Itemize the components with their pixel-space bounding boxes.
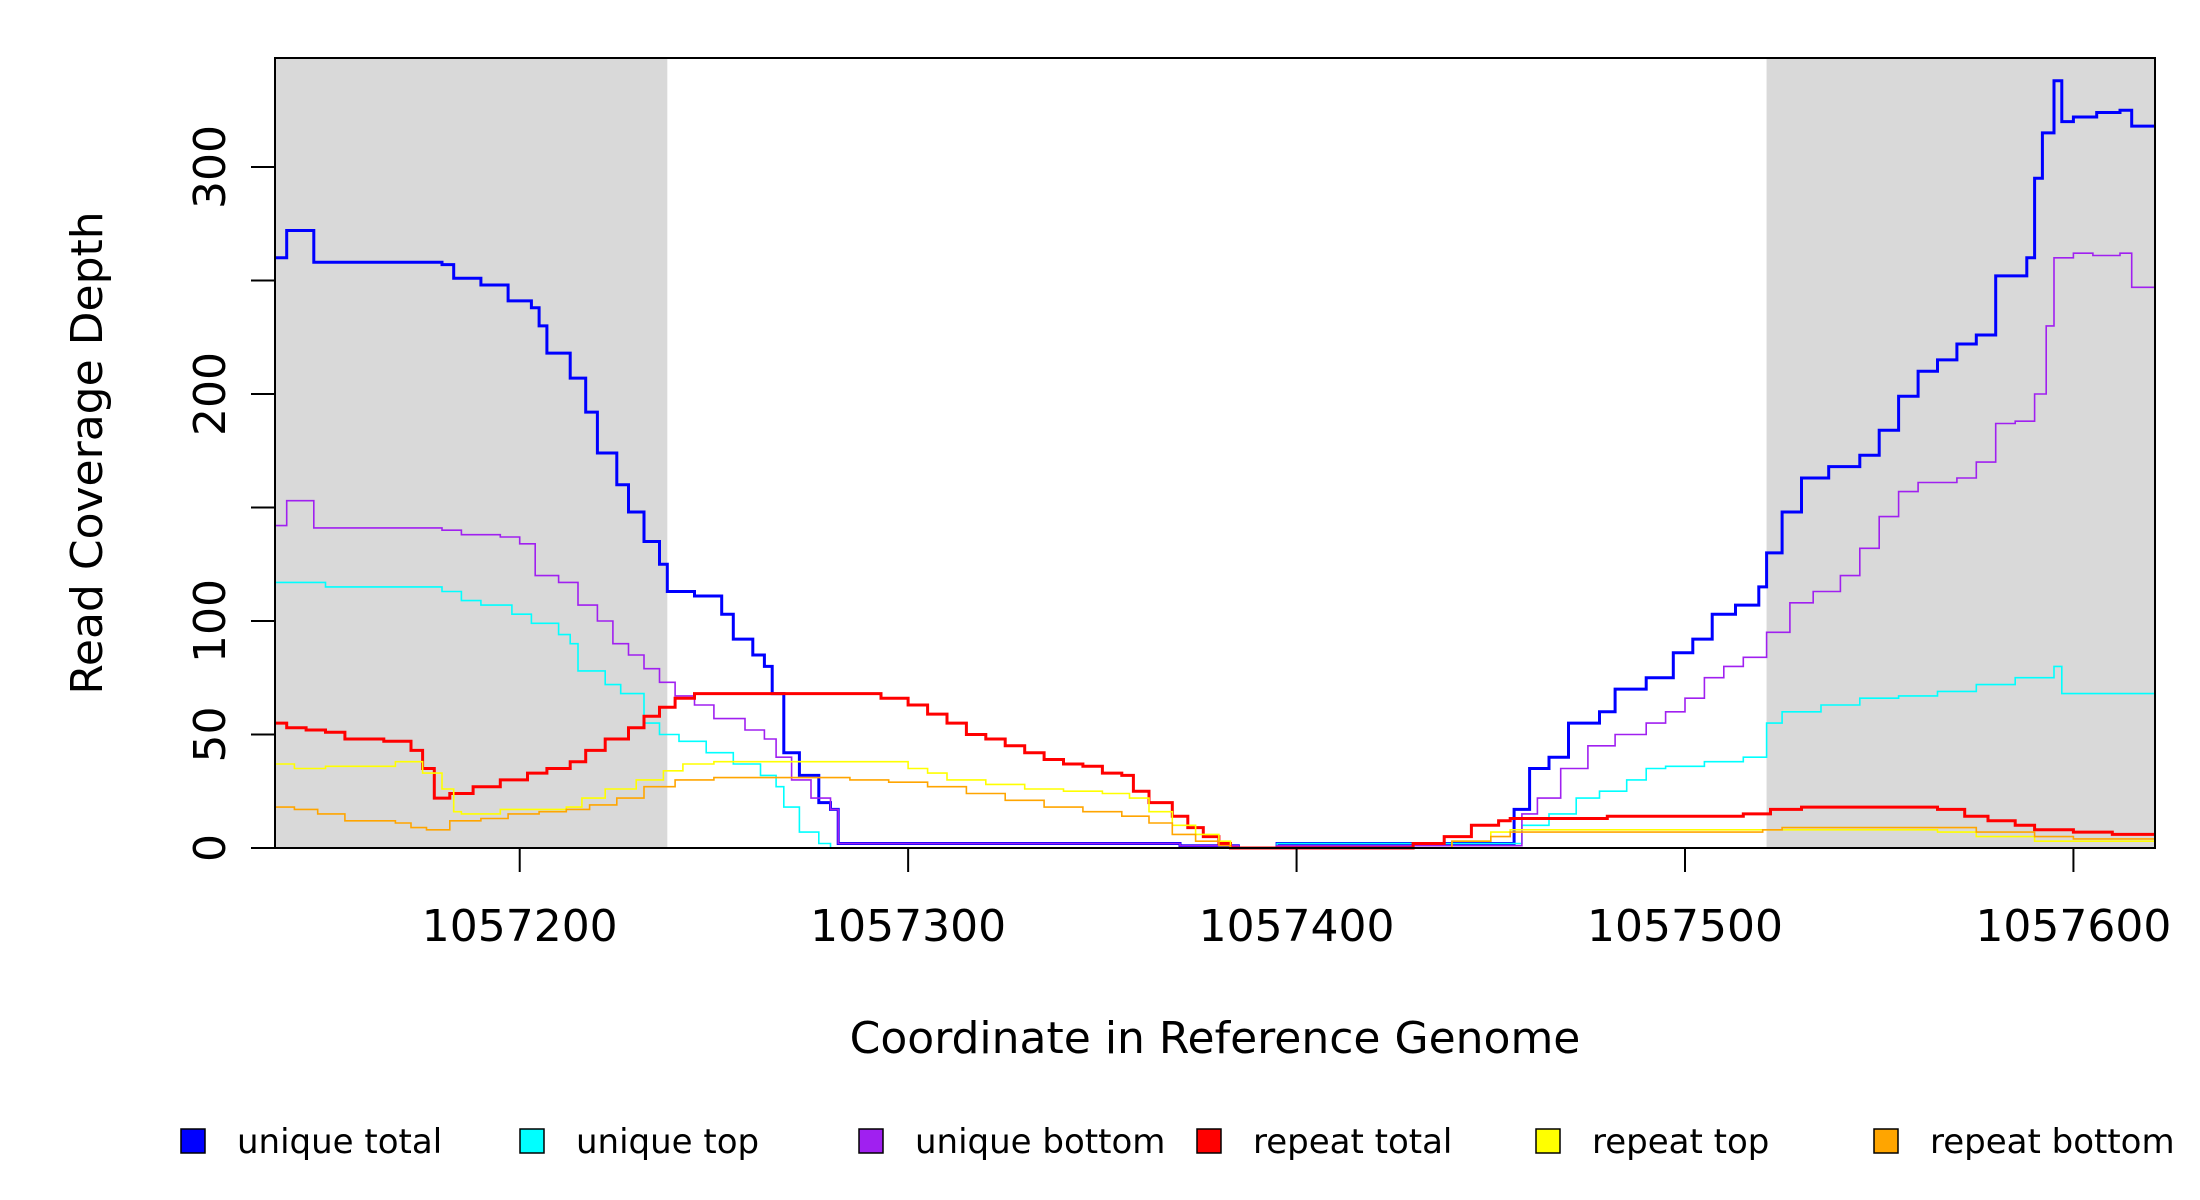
- legend-label: unique top: [576, 1122, 759, 1162]
- x-tick-label: 1057400: [1199, 901, 1395, 952]
- legend-label: unique bottom: [915, 1122, 1165, 1162]
- legend-label: repeat bottom: [1930, 1122, 2175, 1162]
- legend-swatch: [1873, 1128, 1899, 1154]
- legend-label: repeat total: [1253, 1122, 1452, 1162]
- legend: unique total unique top unique bottom repea…: [180, 1122, 2175, 1162]
- y-tick-label: 200: [185, 352, 236, 436]
- y-axis: 0 50 100 200 300: [185, 125, 276, 862]
- x-tick-label: 1057500: [1587, 901, 1783, 952]
- legend-swatch: [858, 1128, 884, 1154]
- legend-label: unique total: [237, 1122, 442, 1162]
- x-axis-title: Coordinate in Reference Genome: [850, 1013, 1581, 1064]
- x-tick-label: 1057200: [422, 901, 618, 952]
- series-line-unique-bottom: [275, 252, 2156, 849]
- series-line-repeat-top: [275, 760, 2155, 849]
- series-line-repeat-bottom: [275, 776, 2155, 849]
- series-line-repeat-total: [275, 692, 2155, 850]
- y-tick-label: 0: [185, 834, 236, 862]
- y-tick-label: 100: [185, 579, 236, 663]
- shaded-regions: [275, 58, 2155, 848]
- legend-swatch: [1196, 1128, 1222, 1154]
- legend-swatch: [519, 1128, 545, 1154]
- y-axis-title: Read Coverage Depth: [62, 211, 113, 694]
- x-tick-label: 1057600: [1975, 901, 2171, 952]
- legend-label: repeat top: [1592, 1122, 1769, 1162]
- shaded-region-2: [1766, 58, 2155, 848]
- x-tick-label: 1057300: [810, 901, 1006, 952]
- y-tick-label: 50: [185, 706, 236, 762]
- y-tick-label: 300: [185, 125, 236, 209]
- legend-swatch: [180, 1128, 206, 1154]
- legend-swatch: [1535, 1128, 1561, 1154]
- x-axis: 1057200 1057300 1057400 1057500 1057600: [422, 848, 2171, 952]
